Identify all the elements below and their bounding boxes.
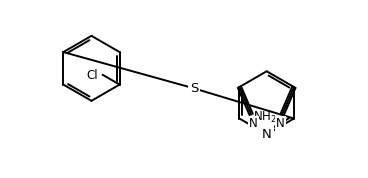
Text: NH$_2$: NH$_2$	[253, 110, 277, 125]
Text: Cl: Cl	[86, 69, 98, 82]
Text: N: N	[262, 128, 272, 141]
Text: S: S	[190, 82, 198, 95]
Text: N: N	[249, 117, 258, 130]
Text: N: N	[276, 117, 284, 130]
